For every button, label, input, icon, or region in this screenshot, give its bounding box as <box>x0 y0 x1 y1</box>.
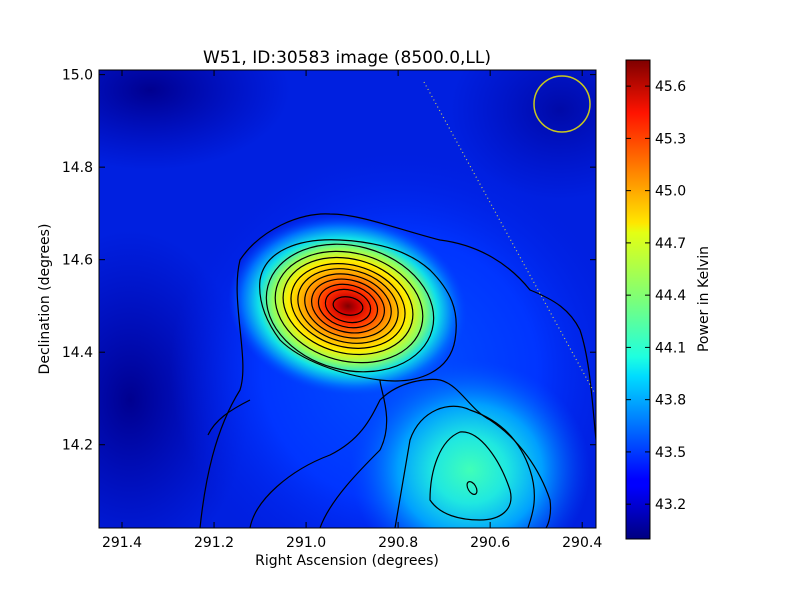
y-tick-label: 14.6 <box>62 253 93 269</box>
colorbar-tick-label: 45.0 <box>655 184 686 200</box>
x-tick-label: 290.6 <box>470 535 510 551</box>
x-tick-label: 291.4 <box>102 535 142 551</box>
x-axis-ticks: 291.4 291.2 291.0 290.8 290.6 290.4 <box>102 70 602 551</box>
beam-circle <box>533 75 591 133</box>
contour-4 <box>394 405 535 528</box>
colorbar-tick-label: 45.6 <box>655 79 686 95</box>
colorbar-tick-label: 45.3 <box>655 131 686 147</box>
contour-6 <box>259 239 457 382</box>
x-axis-label: Right Ascension (degrees) <box>255 553 439 569</box>
colorbar-tick-label: 43.5 <box>655 445 686 461</box>
contour-5 <box>429 431 512 521</box>
heatmap-image <box>99 70 596 528</box>
colorbar <box>625 59 651 540</box>
y-tick-label: 15.0 <box>62 68 93 84</box>
contour-lower-left <box>207 399 251 436</box>
colorbar-tick-label: 44.7 <box>655 236 686 252</box>
x-tick-label: 290.8 <box>378 535 418 551</box>
colorbar-tick-label: 44.4 <box>655 288 686 304</box>
y-axis-ticks: 14.2 14.4 14.6 14.8 15.0 <box>62 68 596 454</box>
colorbar-tick-label: 43.2 <box>655 497 686 513</box>
contour-secondary-peak <box>466 481 478 495</box>
contour-lines <box>199 213 596 528</box>
y-tick-label: 14.4 <box>62 345 93 361</box>
colorbar-tick-label: 44.1 <box>655 340 686 356</box>
plot-frame <box>98 69 597 529</box>
contour-2 <box>249 378 552 528</box>
y-tick-label: 14.8 <box>62 160 93 176</box>
contour-3 <box>319 379 388 528</box>
contour-outer <box>199 213 596 528</box>
colorbar-label: Power in Kelvin <box>696 246 712 352</box>
x-tick-label: 291.2 <box>194 535 234 551</box>
y-axis-label: Declination (degrees) <box>37 224 53 375</box>
chart-title: W51, ID:30583 image (8500.0,LL) <box>203 48 491 68</box>
x-tick-label: 291.0 <box>286 535 326 551</box>
colorbar-tick-label: 43.8 <box>655 393 686 409</box>
dotted-line <box>423 81 595 393</box>
x-tick-label: 290.4 <box>562 535 602 551</box>
y-tick-label: 14.2 <box>62 438 93 454</box>
colorbar-ticks: 43.2 43.5 43.8 44.1 44.4 44.7 45.0 45.3 45.6 <box>626 79 686 513</box>
